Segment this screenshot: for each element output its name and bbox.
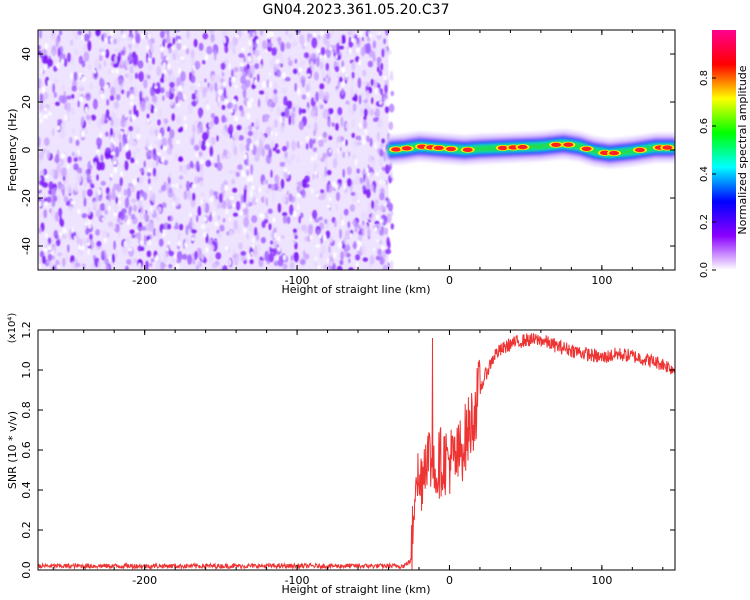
signal-hot-spot [581,146,592,151]
signal-hot-spot [497,145,508,151]
snr-y-scale-label: (x10⁴) [7,313,18,344]
spectrogram-x-tick-label: -200 [132,274,157,287]
signal-hot-spot [517,144,528,150]
spectrogram-x-ticks: -200 -100 0 100 [52,30,664,287]
snr-y-tick-label: 1.0 [20,361,33,379]
snr-panel: -200 -100 0 100 0.0 0.2 0.4 0.6 0.8 1.0 1.2 Heigh… [6,313,676,596]
signal-hot-spot [401,146,412,151]
snr-y-ticks: 0.0 0.2 0.4 0.6 0.8 1.0 1.2 [20,321,675,579]
colorbar-gradient [712,30,736,270]
signal-hot-spot [433,145,444,151]
signal-hot-spot [445,146,456,152]
colorbar-label: Normalized spectral amplitude [736,65,749,234]
snr-x-tick-label: -200 [132,574,157,587]
spectrogram-y-tick-label: 40 [20,47,33,61]
signal-hot-spot [609,150,620,156]
colorbar-tick-label: 0.0 [699,262,710,278]
snr-x-tick-label: 0 [446,574,453,587]
spectrogram-y-tick-label: -20 [20,189,33,207]
snr-y-label: SNR (10 * v/v) [6,411,19,489]
colorbar-tick-label: 0.4 [699,166,710,182]
snr-x-ticks: -200 -100 0 100 [52,330,664,587]
signal-hot-spot [391,147,402,152]
noise-speckles [38,30,395,270]
snr-frame [37,329,676,571]
snr-y-tick-label: 0.8 [20,401,33,419]
spectrogram-y-tick-label: 0 [20,147,33,154]
snr-y-tick-label: 1.2 [20,321,33,339]
signal-hot-spot [563,142,574,147]
figure-title: GN04.2023.361.05.20.C37 [262,2,450,18]
snr-x-tick-label: -100 [285,574,310,587]
colorbar-tick-label: 0.2 [699,214,710,230]
spectrogram-x-tick-label: 0 [446,274,453,287]
snr-series [38,333,675,570]
spectrogram-noise [38,30,395,270]
spectrogram-y-tick-label: -40 [20,237,33,255]
snr-y-tick-label: 0.4 [20,481,33,499]
spectrogram-y-ticks: -40 -20 0 20 40 [20,47,675,255]
spectrogram-signal-track [388,129,675,168]
snr-y-tick-label: 0.2 [20,521,33,539]
signal-hot-spot [551,142,562,147]
colorbar-tick-label: 0.8 [699,70,710,86]
signal-hot-spot [634,147,645,153]
spectrogram-y-tick-label: 20 [20,95,33,109]
signal-hot-spot [462,147,473,152]
spectrogram-x-label: Height of straight line (km) [281,283,430,296]
snr-x-label: Height of straight line (km) [281,583,430,596]
snr-y-tick-label: 0.6 [20,441,33,459]
colorbar-tick-label: 0.6 [699,118,710,134]
colorbar: 0.0 0.2 0.4 0.6 0.8 Normalized spectral ampl… [699,30,749,278]
signal-hot-spot [662,145,673,150]
spectrogram-y-label: Frequency (Hz) [6,109,19,192]
spectrogram-x-tick-label: 100 [591,274,612,287]
snr-line [38,333,675,570]
snr-x-tick-label: 100 [591,574,612,587]
spectrogram-x-tick-label: -100 [285,274,310,287]
snr-y-tick-label: 0.0 [20,561,33,579]
colorbar-ticks: 0.0 0.2 0.4 0.6 0.8 [699,70,716,278]
